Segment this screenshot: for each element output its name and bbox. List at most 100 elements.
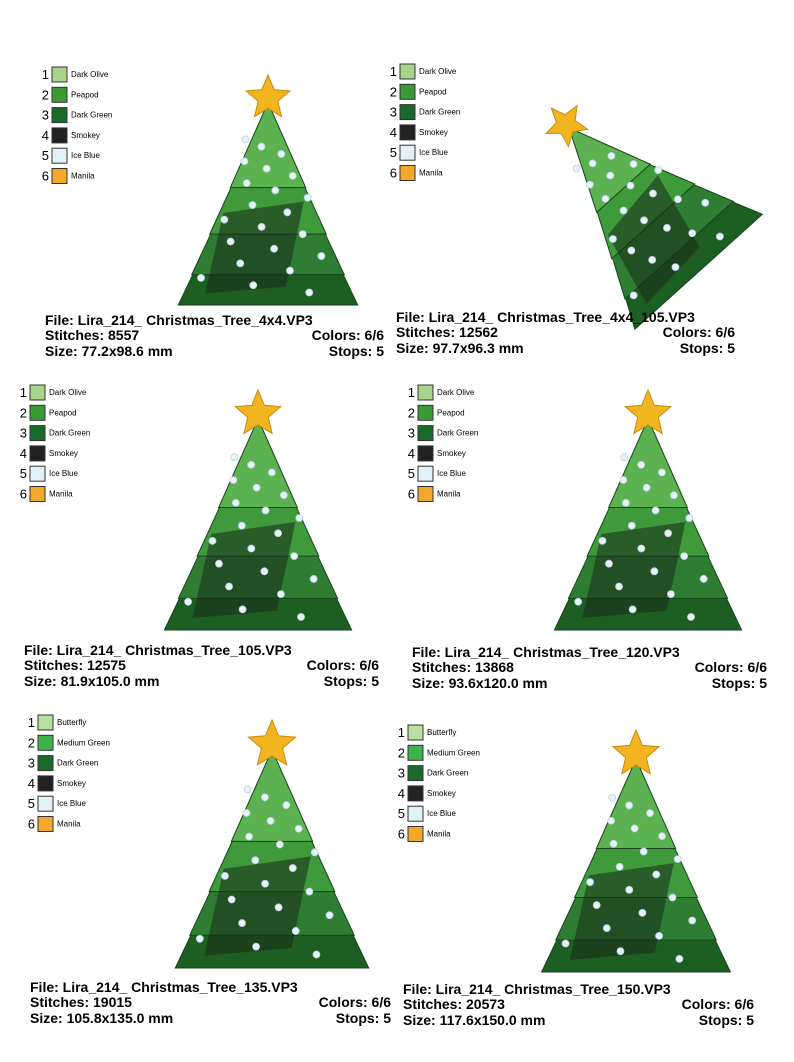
tree-light	[247, 544, 256, 553]
tree-light	[673, 855, 682, 864]
thread-name: Peapod	[437, 408, 465, 417]
tree-light	[243, 785, 252, 794]
size: Size: 105.8x135.0 mm	[30, 1010, 173, 1026]
thread-swatch	[407, 805, 424, 822]
tree-star	[244, 73, 292, 118]
tree-light	[295, 514, 304, 522]
tree-light	[630, 824, 639, 833]
stitches: Stitches: 19015	[30, 994, 132, 1010]
tree-light	[615, 582, 623, 591]
tree-light	[260, 567, 269, 576]
tree-light	[605, 559, 613, 568]
tree-light	[629, 291, 638, 300]
thread-name: Manila	[49, 490, 73, 499]
tree-shadow	[204, 856, 311, 956]
thread-number: 2	[20, 405, 27, 420]
thread-name: Manila	[437, 490, 461, 499]
tree-light	[585, 180, 594, 189]
tree-light	[251, 856, 260, 865]
stops: Stops: 5	[712, 675, 767, 691]
thread-number: 6	[390, 166, 397, 181]
tree-light	[231, 498, 240, 507]
tree-light	[305, 887, 314, 896]
thread-name: Medium Green	[427, 748, 480, 757]
tree-tier	[229, 101, 307, 189]
tree-light	[609, 839, 618, 848]
tree-light	[257, 222, 266, 231]
thread-number: 1	[42, 67, 49, 82]
tree-light	[637, 460, 646, 469]
tree-light	[671, 263, 680, 272]
thread-swatch	[37, 755, 54, 772]
thread-name: Smokey	[437, 449, 466, 458]
tree-light	[221, 872, 229, 880]
thread-swatch	[407, 724, 424, 741]
thread-name: Manila	[427, 830, 451, 839]
tree	[177, 73, 359, 306]
thread-swatch	[37, 775, 54, 792]
tree-light	[257, 142, 266, 151]
thread-swatch	[37, 734, 54, 751]
thread-number: 3	[408, 426, 415, 441]
thread-swatch	[417, 404, 434, 421]
tree-light	[663, 223, 671, 232]
thread-name: Smokey	[57, 779, 86, 788]
tree-light	[262, 164, 271, 173]
tree	[544, 104, 764, 331]
tree-light	[298, 230, 307, 239]
thread-number: 6	[408, 487, 415, 502]
thread-name: Butterfly	[427, 728, 456, 737]
tree-light	[286, 266, 294, 275]
stops: Stops: 5	[336, 1010, 391, 1026]
tree-light	[607, 816, 616, 825]
tree-shadow	[582, 522, 686, 618]
tree-light	[574, 597, 583, 606]
tree-light	[652, 870, 661, 879]
tree	[163, 388, 353, 631]
stitches: Stitches: 8557	[45, 327, 139, 343]
thread-number: 4	[390, 125, 397, 140]
tree-light	[226, 237, 235, 246]
thread-number: 3	[28, 756, 35, 771]
thread-name: Manila	[57, 820, 81, 829]
tree-star	[233, 388, 283, 435]
stitches: Stitches: 12575	[24, 657, 126, 673]
tree-light	[247, 460, 256, 469]
thread-swatch	[399, 63, 416, 80]
thread-number: 3	[398, 766, 405, 781]
thread-number: 6	[398, 827, 405, 842]
tree-light	[238, 919, 246, 927]
size: Size: 93.6x120.0 mm	[412, 675, 547, 691]
thread-number: 2	[42, 87, 49, 102]
thread-number: 1	[20, 385, 27, 400]
tree-light	[654, 166, 663, 175]
thread-number: 4	[28, 776, 35, 791]
thread-swatch	[29, 404, 46, 421]
tree-light	[620, 453, 629, 462]
thread-swatch	[417, 445, 434, 462]
tree-star	[611, 728, 661, 775]
thread-number: 1	[28, 715, 35, 730]
tree-light	[621, 498, 630, 507]
thread-swatch	[51, 168, 68, 184]
thread-swatch	[37, 795, 54, 812]
thread-swatch	[51, 127, 68, 144]
tree-light	[288, 864, 297, 872]
tree	[553, 388, 743, 631]
tree-light	[639, 847, 648, 856]
tree-light	[229, 476, 238, 484]
tree-light	[325, 911, 334, 920]
tree-light	[638, 908, 647, 917]
thread-number: 2	[390, 84, 397, 99]
tree-light	[607, 151, 616, 160]
file-name: File: Lira_214_ Christmas_Tree_105.VP3	[24, 642, 292, 658]
thread-swatch	[417, 465, 434, 482]
tree-tier	[230, 748, 314, 842]
tree-light	[220, 215, 229, 224]
tree-light	[294, 824, 303, 833]
tree-light	[648, 256, 657, 264]
tree-light	[588, 159, 597, 168]
tree-light	[208, 536, 217, 545]
tree-light	[279, 491, 288, 500]
tree-light	[627, 246, 636, 255]
